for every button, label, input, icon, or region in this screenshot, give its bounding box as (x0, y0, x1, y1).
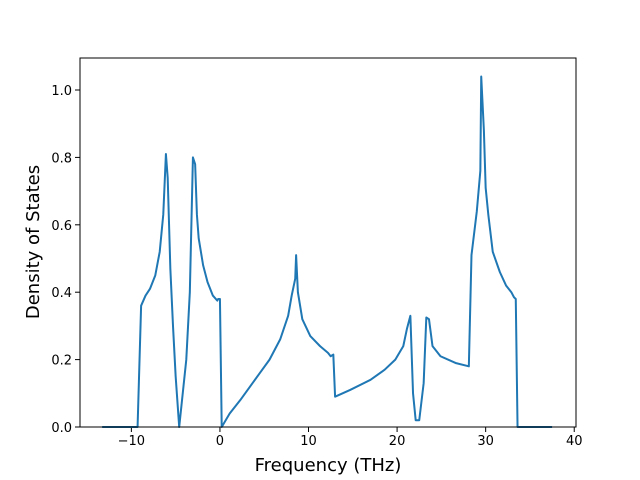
x-tick-label: −10 (118, 434, 145, 449)
y-tick-label: 0.2 (51, 354, 72, 369)
y-tick-label: 0.6 (51, 219, 72, 234)
x-axis-label: Frequency (THz) (255, 455, 402, 476)
x-tick-label: 40 (566, 434, 583, 449)
plot-frame (79, 57, 577, 428)
x-tick-label: 10 (300, 434, 317, 449)
y-tick-label: 0.0 (51, 421, 72, 436)
y-tick-label: 0.8 (51, 151, 72, 166)
y-tick-label: 1.0 (51, 84, 72, 99)
y-tick-label: 0.4 (51, 286, 72, 301)
line-series (102, 75, 553, 428)
x-tick-label: 20 (389, 434, 406, 449)
x-tick-label: 30 (477, 434, 494, 449)
y-axis-label: Density of States (23, 165, 44, 319)
x-tick-label: 0 (216, 434, 224, 449)
